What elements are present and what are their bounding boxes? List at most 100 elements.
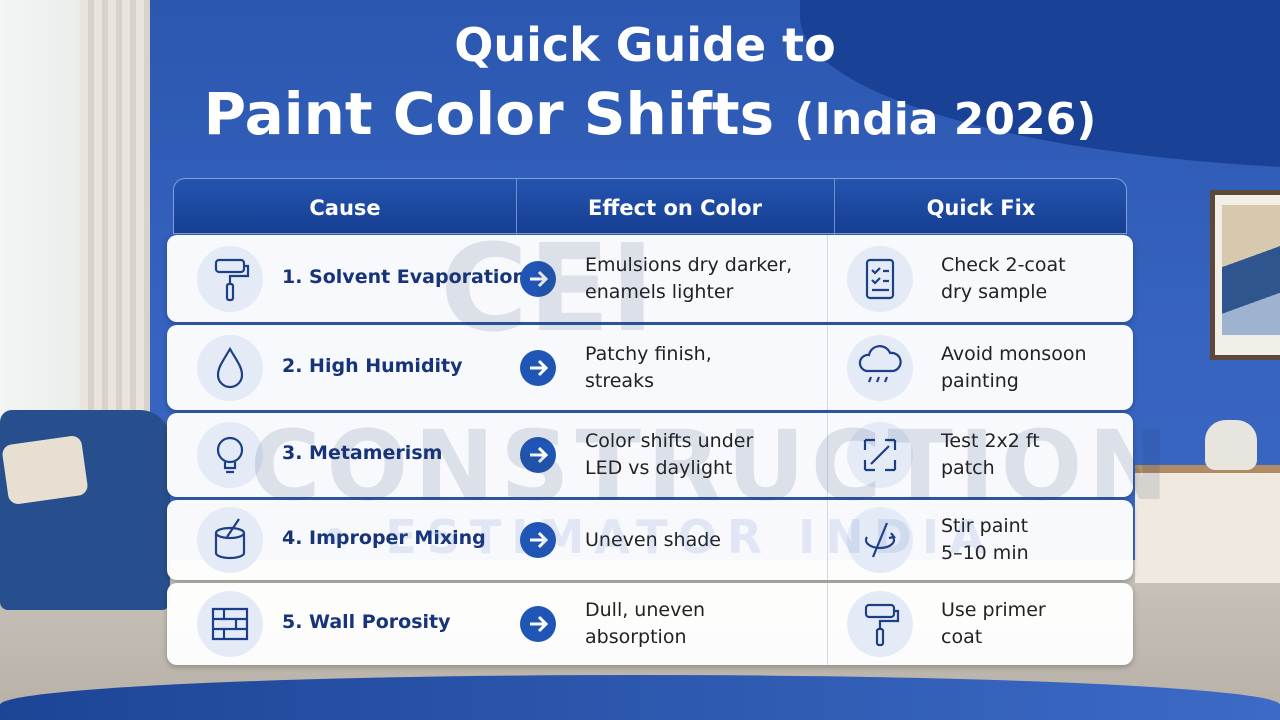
table-row: 1. Solvent Evaporation Emulsions dry dark… [167, 235, 1133, 322]
pillow [1, 434, 89, 506]
cause-text: 3. Metamerism [282, 442, 443, 464]
title-main: Paint Color Shifts [203, 80, 775, 148]
effect-text: streaks [585, 369, 654, 392]
effect-text: absorption [585, 626, 687, 648]
cabinet [1135, 465, 1280, 583]
effect-text: Emulsions dry darker, [585, 253, 793, 276]
vase [1205, 420, 1257, 470]
column-separator [827, 413, 828, 497]
arrow-glyph [530, 446, 549, 464]
title-suffix: (India 2026) [794, 94, 1097, 145]
arrow-glyph [530, 531, 549, 549]
icon-stroke [214, 518, 246, 560]
icon-stroke [875, 627, 885, 647]
header-cell: Effect on Color [588, 196, 762, 220]
icon-stroke [865, 258, 895, 299]
cause-icon [197, 245, 263, 312]
icon-stroke [871, 266, 889, 291]
fix-text: Test 2x2 ft [941, 430, 1040, 452]
title-line: Paint Color Shifts (India 2026) [0, 80, 1280, 148]
icon-stroke [214, 258, 246, 273]
arrow-icon [520, 522, 556, 558]
column-separator [827, 235, 828, 322]
cause-text: 2. High Humidity [282, 354, 463, 377]
header-separator [516, 179, 517, 235]
cause-glyph [211, 607, 249, 641]
fix-icon [847, 334, 913, 401]
fix-text: Use primer [941, 599, 1046, 621]
effect-text: enamels lighter [585, 280, 734, 303]
fix-text: patch [941, 457, 995, 479]
arrow-stroke [530, 446, 549, 464]
fix-text: Stir paint [941, 515, 1029, 537]
fix-text: Avoid monsoon [941, 342, 1087, 365]
column-separator [827, 500, 828, 580]
effect-text: Dull, uneven [585, 599, 706, 621]
table-row: 4. Improper Mixing Uneven shade Stir paint… [167, 500, 1133, 580]
cause-icon [197, 422, 263, 488]
fix-text: dry sample [941, 280, 1048, 303]
column-separator [827, 325, 828, 410]
icon-stroke [863, 438, 897, 472]
icon-stroke [864, 603, 896, 619]
effect-text: LED vs daylight [585, 457, 733, 479]
icon-stroke [228, 264, 250, 284]
fix-icon [847, 245, 913, 312]
effect-text: Uneven shade [585, 528, 721, 551]
fix-glyph [864, 522, 896, 558]
cause-glyph [214, 518, 246, 560]
icon-stroke [211, 607, 249, 641]
arrow-icon [520, 260, 556, 297]
cause-icon [197, 334, 263, 401]
arrow-stroke [530, 270, 549, 287]
fix-icon [847, 422, 913, 488]
table-row: 2. High Humidity Patchy finish, streaks Avo… [167, 325, 1133, 410]
fix-glyph [863, 438, 897, 472]
table-row: 5. Wall Porosity Dull, uneven absorption Us… [167, 583, 1133, 665]
curtain [80, 0, 150, 470]
cause-text: 1. Solvent Evaporation [282, 265, 527, 288]
arrow-glyph [530, 270, 549, 287]
effect-text: Color shifts under [585, 430, 754, 452]
wall-art [1222, 205, 1280, 335]
cause-icon [197, 591, 263, 657]
arrow-glyph [530, 615, 549, 633]
arrow-icon [520, 606, 556, 642]
cause-text: 5. Wall Porosity [282, 611, 451, 633]
header-cell: Cause [309, 196, 381, 220]
fix-glyph [858, 344, 902, 382]
fix-icon [847, 507, 913, 573]
bottom-band [0, 675, 1280, 720]
cause-icon [197, 507, 263, 573]
cause-text: 4. Improper Mixing [282, 527, 486, 549]
arrow-icon [520, 349, 556, 386]
icon-stroke [858, 344, 902, 382]
arrow-stroke [530, 531, 549, 549]
column-separator [827, 583, 828, 665]
fix-glyph [864, 603, 900, 647]
fix-text: painting [941, 369, 1019, 392]
table-row: 3. Metamerism Color shifts under LED vs da… [167, 413, 1133, 497]
title-line: Quick Guide to [454, 18, 836, 72]
cause-glyph [216, 436, 244, 474]
arrow-glyph [530, 359, 549, 376]
arrow-stroke [530, 615, 549, 633]
fix-glyph [865, 258, 895, 299]
fix-icon [847, 591, 913, 657]
icon-stroke [864, 522, 896, 558]
table-header: Cause Effect on Color Quick Fix [173, 178, 1127, 235]
arrow-stroke [530, 359, 549, 376]
sofa [0, 410, 170, 610]
arrow-icon [520, 437, 556, 473]
icon-stroke [878, 609, 900, 629]
cause-glyph [216, 346, 244, 388]
fix-text: coat [941, 626, 983, 648]
header-separator [834, 179, 835, 235]
icon-stroke [223, 462, 237, 474]
icon-stroke [225, 282, 235, 301]
fix-text: 5–10 min [941, 542, 1029, 564]
icon-stroke [216, 346, 244, 388]
header-cell: Quick Fix [926, 196, 1036, 220]
icon-stroke [216, 436, 244, 464]
